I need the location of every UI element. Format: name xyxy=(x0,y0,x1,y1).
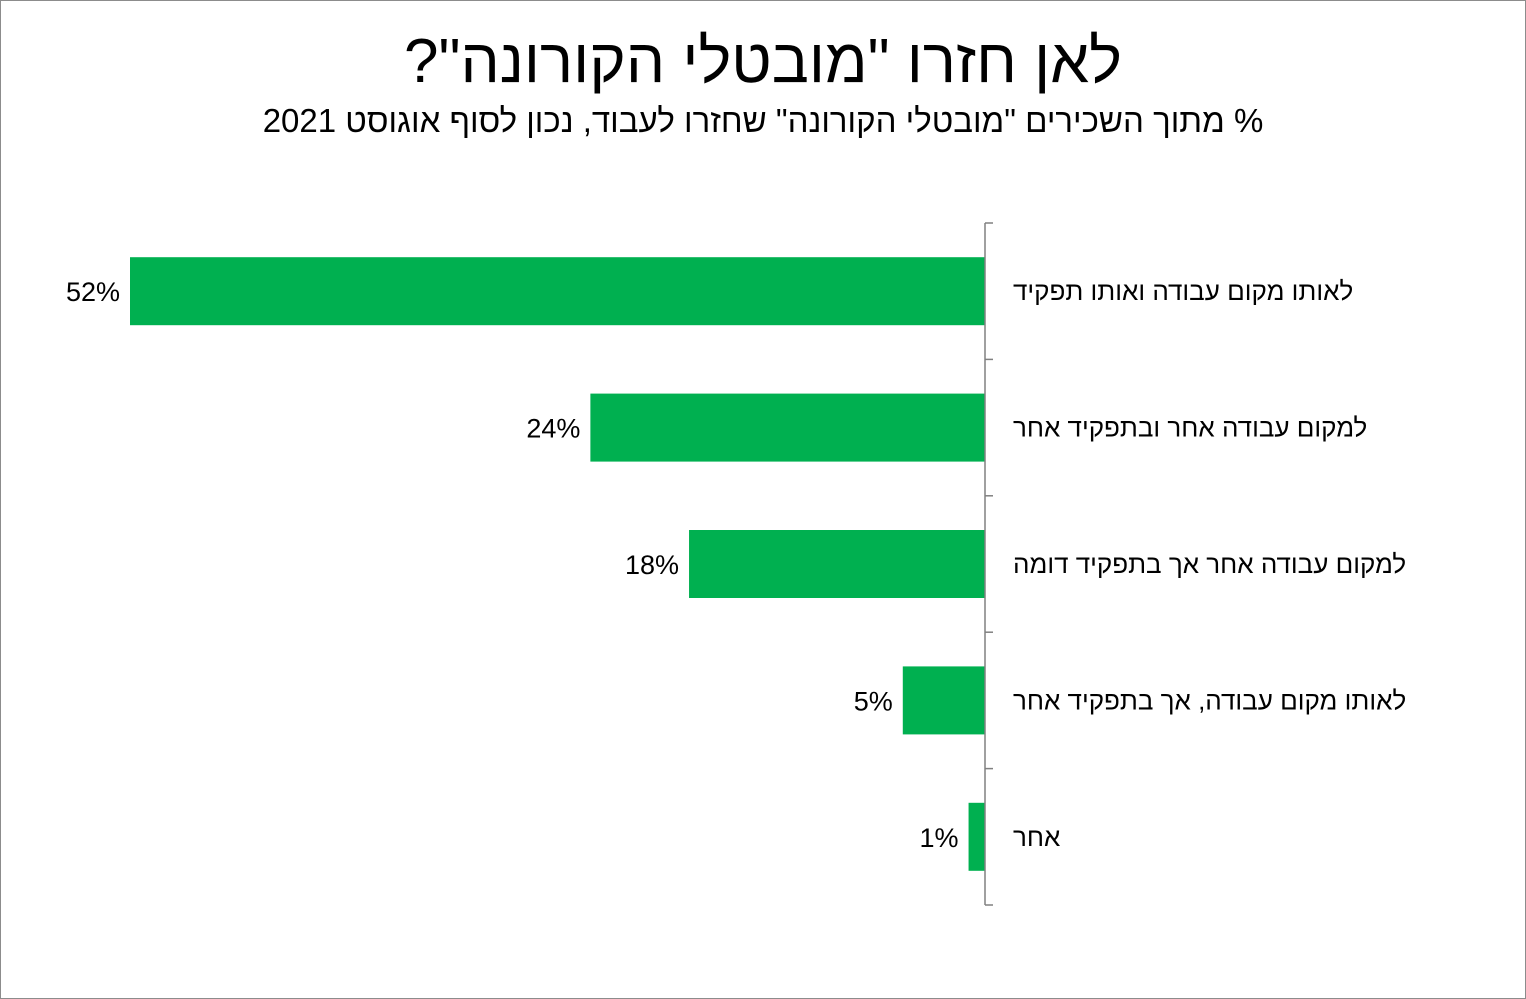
chart-title: לאן חזרו "מובטלי הקורונה"? xyxy=(404,27,1122,96)
bar-4 xyxy=(902,666,985,735)
value-label: 18% xyxy=(625,550,679,580)
category-label: אחר xyxy=(1013,822,1060,852)
bar-5 xyxy=(968,802,985,871)
category-label: לאותו מקום עבודה, אך בתפקיד אחר xyxy=(1013,685,1406,715)
bar-3 xyxy=(689,530,985,598)
bar-1 xyxy=(130,257,985,326)
category-label: למקום עבודה אחר אך בתפקיד דומה xyxy=(1013,549,1406,579)
value-label: 52% xyxy=(66,277,120,307)
bar-2 xyxy=(590,393,985,462)
value-label: 5% xyxy=(854,686,893,716)
value-label: 24% xyxy=(526,414,580,444)
category-label: לאותו מקום עבודה ואותו תפקיד xyxy=(1013,276,1353,306)
category-label: למקום עבודה אחר ובתפקיד אחר xyxy=(1013,413,1367,443)
value-label: 1% xyxy=(920,823,959,853)
chart-subtitle: % מתוך השכירים "מובטלי הקורונה" שחזרו לע… xyxy=(262,102,1264,139)
